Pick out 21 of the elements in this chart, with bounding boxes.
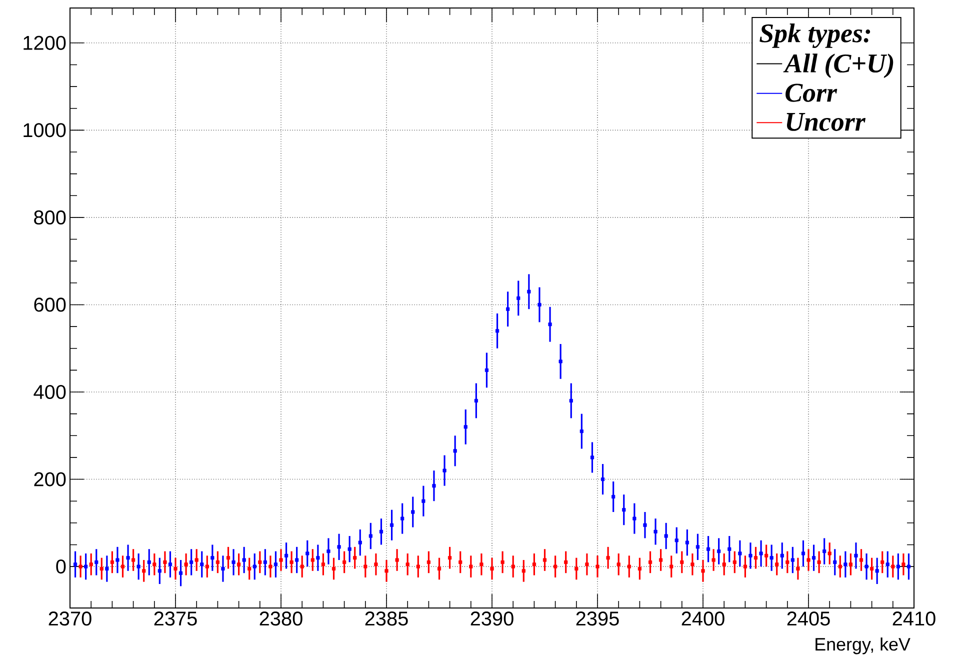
x-tick-label: 2370	[48, 612, 92, 626]
x-tick-label: 2410	[892, 612, 936, 626]
y-tick-label: 600	[34, 298, 66, 312]
y-tick-label: 200	[34, 472, 66, 486]
x-tick-label: 2380	[260, 612, 302, 626]
legend-label: Corr	[786, 84, 838, 102]
x-axis-title: Energy, keV	[816, 638, 910, 654]
y-tick-label: 0	[56, 560, 66, 574]
x-tick-label: 2385	[365, 612, 408, 626]
y-tick-label: 400	[34, 384, 66, 400]
y-tick-label: 800	[34, 210, 66, 224]
x-tick-label: 2390	[470, 612, 514, 626]
y-tick-label: 1000	[24, 123, 66, 138]
legend-label: All (C+U)	[783, 54, 894, 78]
x-tick-label: 2400	[682, 612, 724, 626]
legend-label: Uncorr	[786, 113, 866, 131]
x-tick-label: 2405	[787, 612, 830, 626]
x-tick-label: 2375	[154, 612, 197, 626]
legend-title: Spk types:	[760, 23, 870, 48]
y-tick-label: 1200	[24, 36, 66, 50]
x-tick-label: 2395	[576, 612, 619, 626]
